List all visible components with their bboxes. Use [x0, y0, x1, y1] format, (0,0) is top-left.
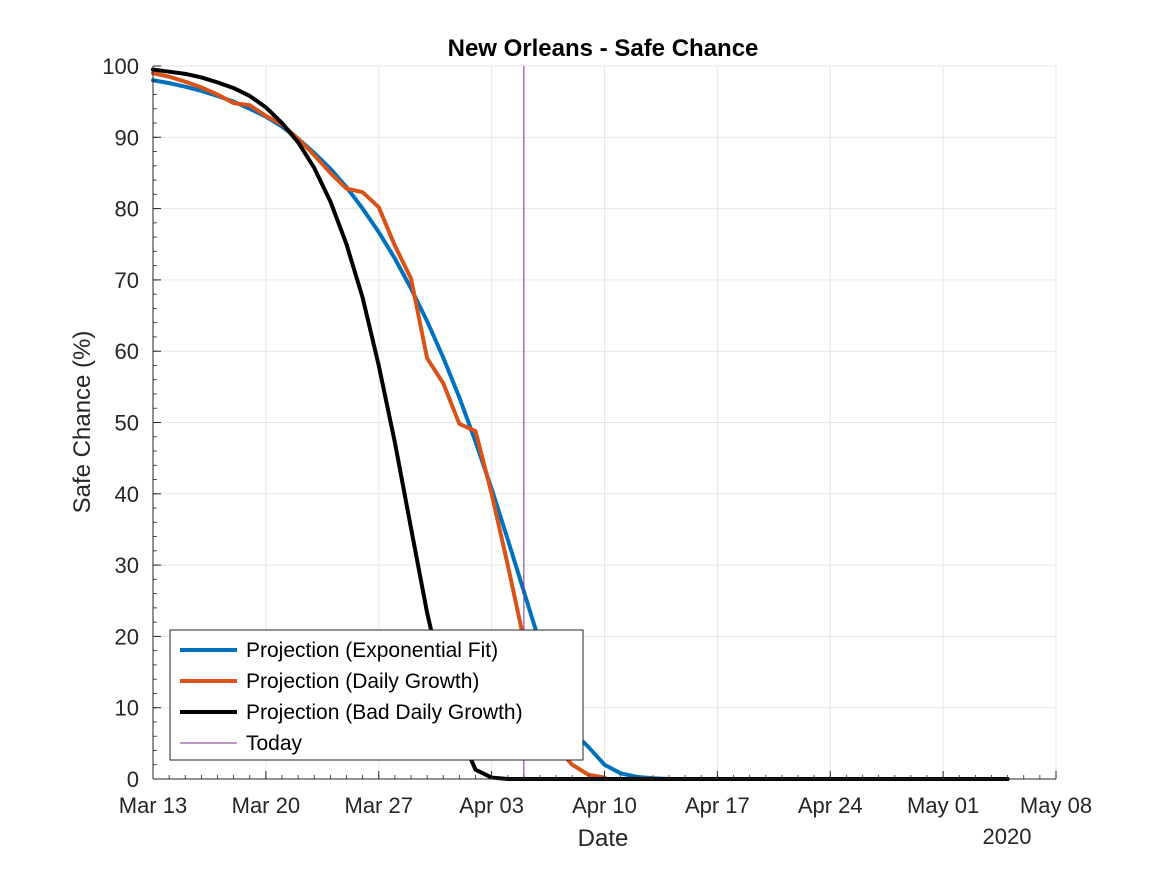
legend-label-exponential-fit: Projection (Exponential Fit) [246, 639, 498, 662]
y-tick-label: 40 [115, 482, 139, 507]
axes: Mar 13 Mar 20 Mar 27 Apr 03 Apr 10 Apr 17 Apr … [102, 54, 1092, 818]
y-tick-label: 90 [115, 125, 139, 150]
x-tick-label: Mar 13 [119, 793, 187, 818]
x-tick-label: May 08 [1020, 793, 1092, 818]
y-tick-label: 100 [102, 54, 139, 79]
grid [152, 65, 1057, 780]
legend-label-today: Today [246, 732, 303, 755]
x-tick-label: Apr 10 [572, 793, 637, 818]
legend-box [169, 629, 584, 761]
legend: Projection (Exponential Fit) Projection … [169, 629, 584, 761]
y-tick-label: 30 [115, 553, 139, 578]
x-tick-label: May 01 [907, 793, 979, 818]
y-axis-label: Safe Chance (%) [69, 331, 96, 514]
y-tick-label: 0 [127, 767, 139, 792]
y-tick-label: 60 [115, 339, 139, 364]
y-tick-label: 50 [115, 411, 139, 436]
x-tick-label: Apr 17 [685, 793, 750, 818]
x-tick-label: Apr 24 [798, 793, 863, 818]
x-axis-year-label: 2020 [983, 824, 1032, 849]
x-tick-label: Mar 20 [232, 793, 300, 818]
x-axis-label: Date [578, 825, 629, 852]
legend-label-daily-growth: Projection (Daily Growth) [246, 670, 479, 693]
y-tick-label: 80 [115, 197, 139, 222]
x-tick-label: Mar 27 [345, 793, 413, 818]
chart-title: New Orleans - Safe Chance [448, 35, 759, 62]
y-tick-label: 10 [115, 696, 139, 721]
legend-label-bad-daily-growth: Projection (Bad Daily Growth) [246, 701, 523, 724]
y-tick-label: 70 [115, 268, 139, 293]
x-tick-label: Apr 03 [459, 793, 524, 818]
y-tick-label: 20 [115, 624, 139, 649]
